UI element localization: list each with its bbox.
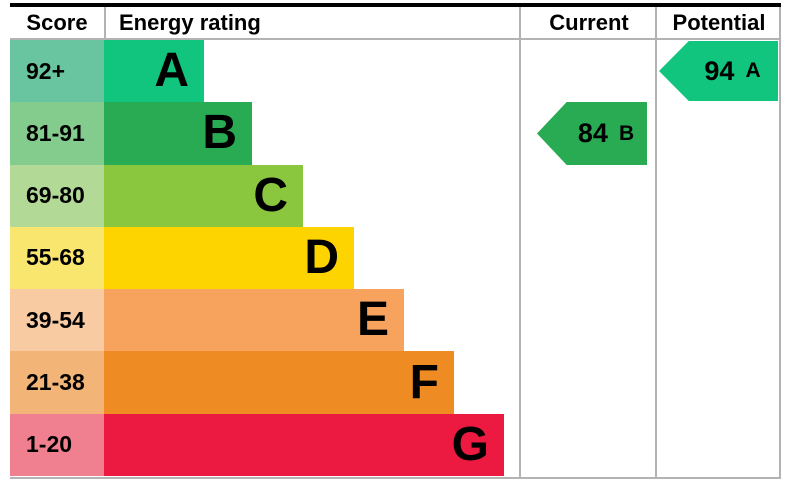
band-letter-a: A xyxy=(154,44,189,98)
band-letter-b: B xyxy=(202,106,237,160)
table-header-row: Score Energy rating Current Potential xyxy=(10,7,781,40)
epc-energy-rating-chart: Score Energy rating Current Potential 92… xyxy=(10,3,781,479)
band-bar-a: A xyxy=(104,40,204,103)
band-letter-f: F xyxy=(409,355,439,409)
potential-column-divider xyxy=(655,7,657,477)
chart-body: 92+ A 81-91 B 69-80 C 55-6 xyxy=(10,40,781,476)
bar-zone: G xyxy=(104,413,781,476)
score-range-cell: 55-68 xyxy=(10,226,104,290)
band-row-g: 1-20 G xyxy=(10,413,781,476)
header-current: Current xyxy=(549,9,629,35)
band-row-e: 39-54 E xyxy=(10,289,781,352)
potential-score-value: 94 xyxy=(704,55,735,86)
score-range-cell: 69-80 xyxy=(10,164,104,227)
bar-zone: D xyxy=(104,226,781,290)
score-range-cell: 1-20 xyxy=(10,413,104,476)
header-potential: Potential xyxy=(672,9,766,35)
table-right-border xyxy=(779,7,781,477)
current-band-letter: B xyxy=(618,121,635,145)
band-row-a: 92+ A xyxy=(10,40,781,103)
band-bar-c: C xyxy=(104,164,303,227)
band-row-f: 21-38 F xyxy=(10,351,781,414)
table-bottom-border xyxy=(10,477,781,479)
potential-band-letter: A xyxy=(745,59,761,82)
table-top-border xyxy=(10,3,781,7)
band-row-c: 69-80 C xyxy=(10,164,781,227)
score-range-cell: 92+ xyxy=(10,40,104,103)
score-range-cell: 21-38 xyxy=(10,351,104,414)
current-column-divider xyxy=(519,7,521,477)
band-row-b: 81-91 B xyxy=(10,102,781,165)
score-range-cell: 39-54 xyxy=(10,289,104,352)
score-range-cell: 81-91 xyxy=(10,102,104,165)
band-bar-d: D xyxy=(104,226,354,290)
band-bar-g: G xyxy=(104,413,504,476)
band-letter-d: D xyxy=(304,230,339,284)
current-score-value: 84 xyxy=(577,118,608,148)
bar-zone: E xyxy=(104,289,781,352)
band-letter-c: C xyxy=(253,168,288,222)
band-letter-g: G xyxy=(451,417,489,471)
header-score: Score xyxy=(26,9,88,35)
bar-zone: F xyxy=(104,351,781,414)
band-row-d: 55-68 D xyxy=(10,226,781,290)
bar-zone: B xyxy=(104,102,781,165)
band-bar-b: B xyxy=(104,102,252,165)
header-energy-rating: Energy rating xyxy=(119,9,261,35)
band-letter-e: E xyxy=(356,293,389,347)
band-bar-f: F xyxy=(104,351,454,414)
band-bar-e: E xyxy=(104,289,404,352)
score-column-divider xyxy=(104,7,106,40)
bar-zone: A xyxy=(104,40,781,103)
bar-zone: C xyxy=(104,164,781,227)
